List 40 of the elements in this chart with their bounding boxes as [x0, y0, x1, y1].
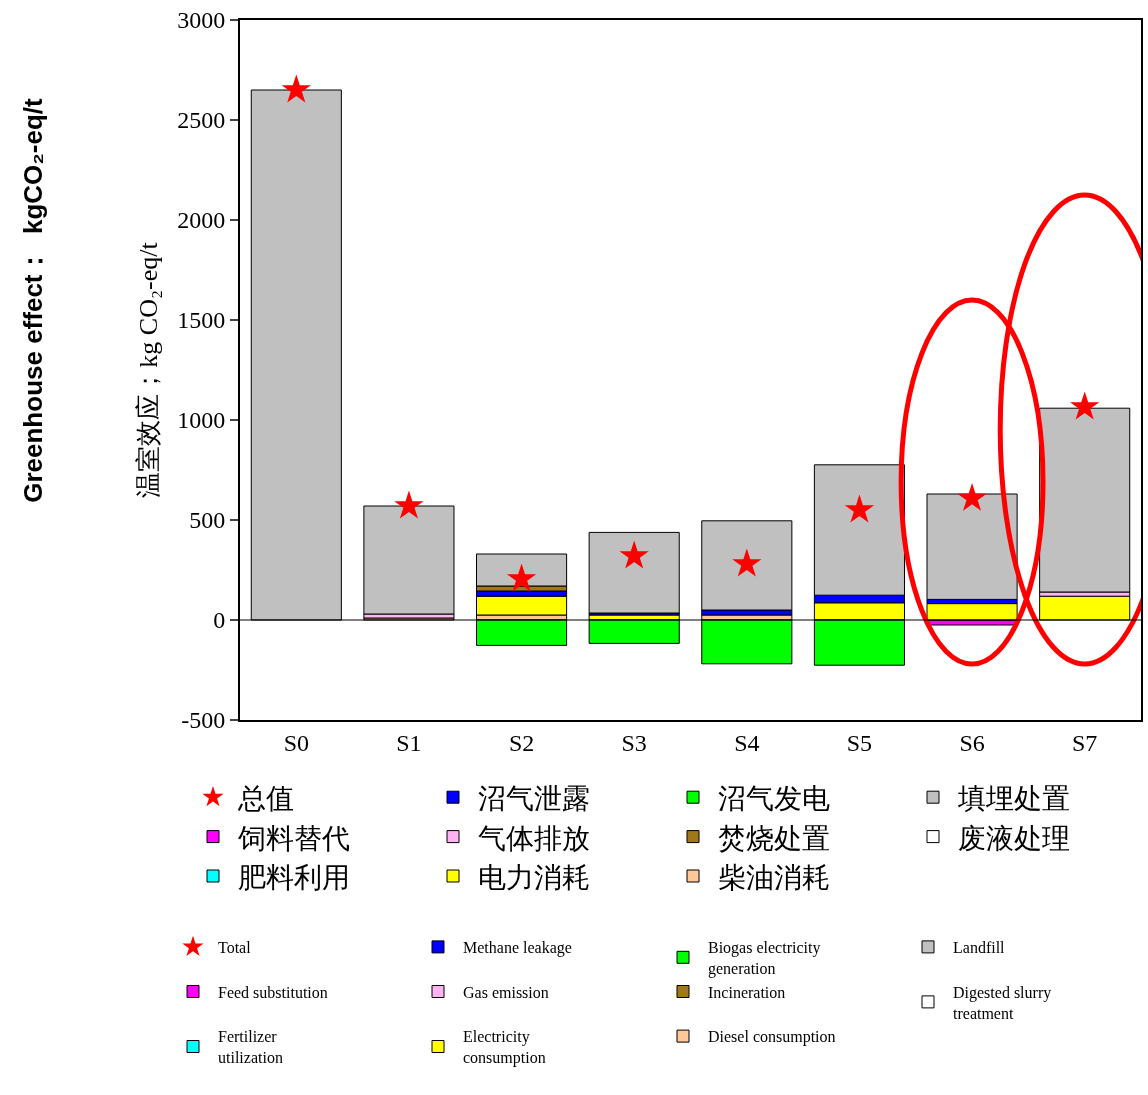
y-tick-label: 1500: [177, 307, 226, 334]
x-tick-label: S3: [621, 729, 647, 756]
text: Total: [218, 939, 252, 957]
x-tick-label: S4: [734, 729, 760, 756]
legend-label: 柴油消耗: [718, 861, 830, 893]
legend-label: 饲料替代: [237, 822, 350, 854]
legend-label: 电力消耗: [478, 861, 590, 893]
legend-label: 填埋处置: [957, 783, 1070, 815]
text: Fertilizer utilization: [218, 1028, 283, 1067]
text: Methane leakage: [463, 939, 572, 958]
y-tick-label: 2000: [177, 207, 226, 234]
text: Greenhouse effect： kgCO₂-eq/t: [17, 97, 48, 503]
x-tick-label: S2: [508, 729, 535, 756]
x-tick-label: S1: [396, 729, 422, 756]
y-axis-title: 温室效应；kg CO₂-eq/t: [134, 241, 164, 498]
x-tick-label: S0: [283, 729, 309, 756]
y-tick-label: 0: [213, 607, 226, 634]
y-tick-label: 2500: [177, 107, 226, 134]
legend-label: 沼气发电: [718, 783, 830, 815]
text: Digested slurry treatment: [953, 983, 1052, 1022]
legend-label: 废液处理: [958, 822, 1070, 854]
text: Gas emission: [463, 983, 549, 1001]
x-tick-label: S7: [1072, 729, 1098, 756]
y-tick-label: 3000: [177, 7, 226, 34]
text: Incineration: [708, 983, 786, 1001]
y-tick-label: 1000: [177, 407, 226, 434]
text: Feed substitution: [218, 983, 328, 1001]
legend-label: 沼气泄露: [478, 783, 590, 815]
y-tick-label: 500: [189, 507, 226, 534]
text: Electricity consumption: [463, 1028, 546, 1068]
text: Biogas electricity generation: [708, 939, 821, 978]
legend-label: 总值: [237, 783, 294, 815]
text: Landfill: [953, 939, 1006, 957]
x-tick-label: S6: [959, 729, 985, 756]
text: Diesel consumption: [708, 1028, 836, 1047]
legend-label: 肥料利用: [238, 861, 350, 893]
x-tick-label: S5: [846, 729, 873, 756]
y-tick-label: -500: [181, 707, 226, 734]
legend-label: 焚烧处置: [718, 822, 830, 854]
legend-label: 气体排放: [478, 822, 590, 854]
